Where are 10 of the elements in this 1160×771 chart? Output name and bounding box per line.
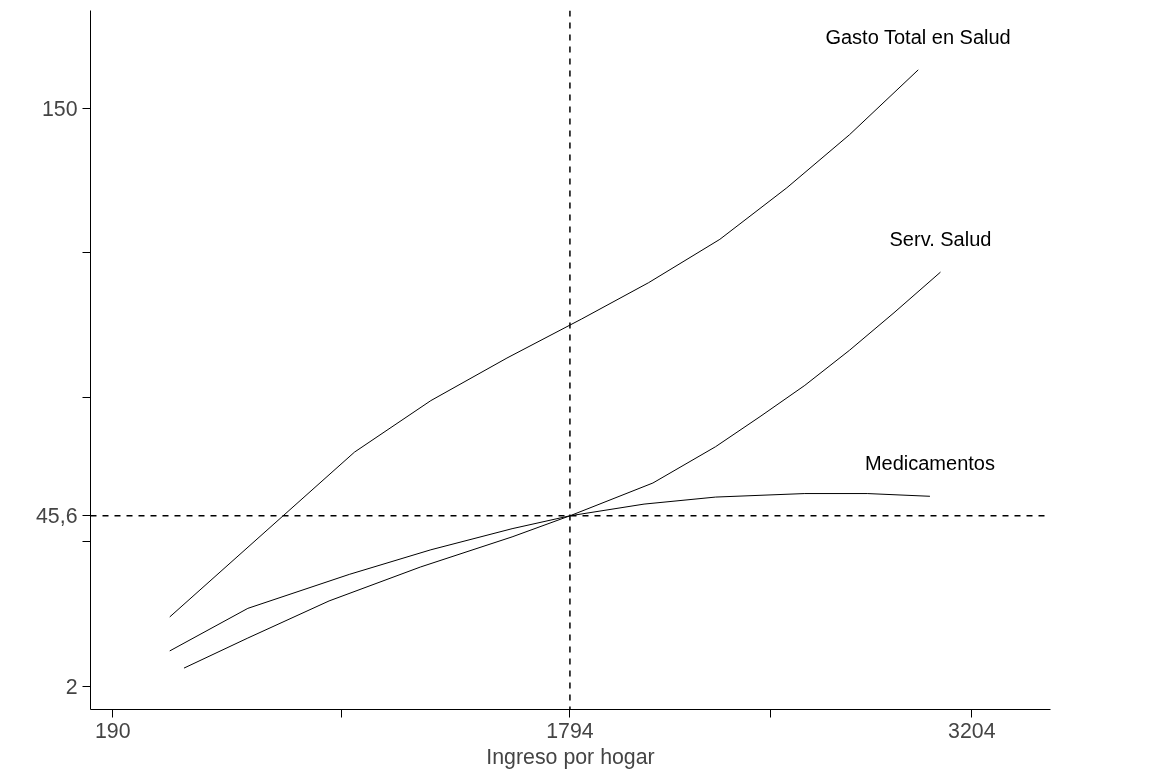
series-label: Medicamentos xyxy=(864,452,995,475)
x-tick-label: 3204 xyxy=(948,718,996,743)
series-label: Serv. Salud xyxy=(889,228,992,251)
x-tick-label: 1794 xyxy=(546,718,594,743)
ref-line-label: 45,6 xyxy=(35,504,78,529)
y-tick-label: 150 xyxy=(41,96,78,121)
y-tick-label: 2 xyxy=(65,674,78,699)
x-tick-label: 190 xyxy=(94,718,131,743)
x-axis-title: Ingreso por hogar xyxy=(486,744,655,769)
series-label: Gasto Total en Salud xyxy=(825,25,1011,48)
